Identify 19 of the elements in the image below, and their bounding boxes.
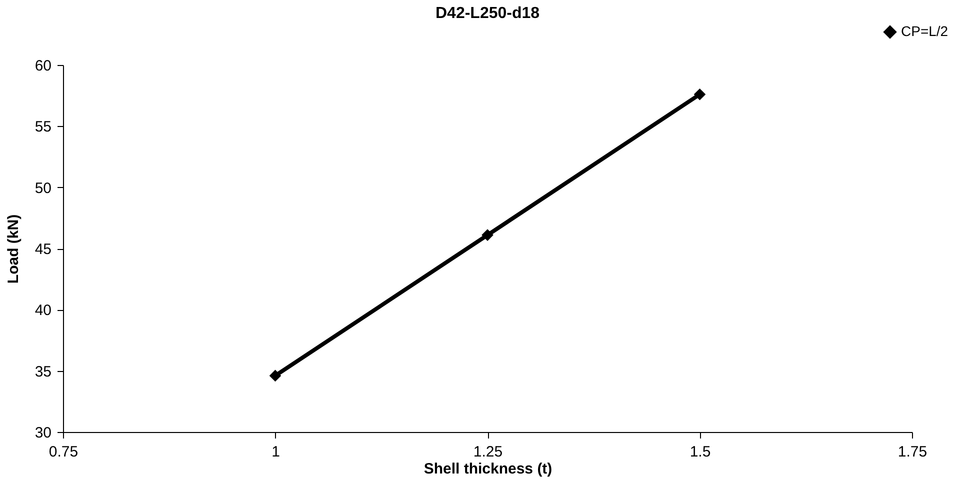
x-tick-label: 1.5 bbox=[690, 444, 711, 460]
x-tick-label: 1.25 bbox=[473, 444, 503, 460]
y-tick-label: 60 bbox=[34, 58, 52, 74]
x-axis-title: Shell thickness (t) bbox=[424, 460, 552, 478]
x-tick-label: 0.75 bbox=[48, 444, 78, 460]
y-axis-title: Load (kN) bbox=[4, 214, 22, 284]
y-tick-label: 40 bbox=[34, 302, 52, 320]
point bbox=[269, 370, 282, 382]
x-tick-label: 1.75 bbox=[898, 444, 928, 460]
legend-label: CP=L/2 bbox=[901, 23, 948, 39]
x-tick-label: 1 bbox=[272, 444, 280, 460]
chart-title: D42-L250-d18 bbox=[435, 5, 540, 22]
point bbox=[694, 88, 706, 100]
y-tick-label: 45 bbox=[34, 241, 52, 258]
y-tick-label: 50 bbox=[34, 180, 52, 197]
y-tick-label: 35 bbox=[34, 363, 52, 380]
y-tick-label: 30 bbox=[34, 424, 52, 442]
y-tick-label: 55 bbox=[34, 118, 52, 136]
point bbox=[482, 229, 494, 241]
